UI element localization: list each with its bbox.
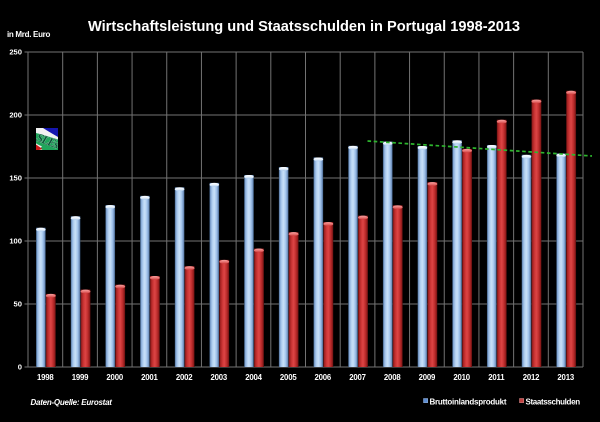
svg-text:2009: 2009 (419, 373, 436, 382)
svg-text:2001: 2001 (141, 373, 158, 382)
svg-text:2013: 2013 (557, 373, 574, 382)
svg-text:100: 100 (9, 237, 22, 246)
svg-text:Staatsschulden: Staatsschulden (526, 398, 581, 407)
svg-text:2000: 2000 (106, 373, 123, 382)
svg-text:Bruttoinlandsprodukt: Bruttoinlandsprodukt (430, 398, 507, 407)
svg-text:2003: 2003 (211, 373, 228, 382)
svg-text:250: 250 (9, 48, 22, 57)
svg-text:1998: 1998 (37, 373, 54, 382)
svg-text:in Mrd. Euro: in Mrd. Euro (7, 30, 50, 39)
svg-text:200: 200 (9, 111, 22, 120)
svg-text:2006: 2006 (315, 373, 332, 382)
svg-text:2011: 2011 (488, 373, 505, 382)
svg-text:SLEs: SLEs (35, 130, 62, 152)
svg-text:2002: 2002 (176, 373, 193, 382)
svg-text:2010: 2010 (453, 373, 470, 382)
svg-text:2007: 2007 (349, 373, 366, 382)
svg-text:Daten-Quelle: Eurostat: Daten-Quelle: Eurostat (31, 398, 113, 407)
svg-text:2004: 2004 (245, 373, 262, 382)
svg-text:150: 150 (9, 174, 22, 183)
svg-text:0: 0 (18, 363, 22, 372)
svg-text:2008: 2008 (384, 373, 401, 382)
svg-text:Wirtschaftsleistung und Staats: Wirtschaftsleistung und Staatsschulden i… (88, 19, 520, 35)
svg-text:2012: 2012 (523, 373, 540, 382)
svg-text:50: 50 (14, 300, 22, 309)
svg-text:2005: 2005 (280, 373, 297, 382)
svg-text:1999: 1999 (72, 373, 89, 382)
